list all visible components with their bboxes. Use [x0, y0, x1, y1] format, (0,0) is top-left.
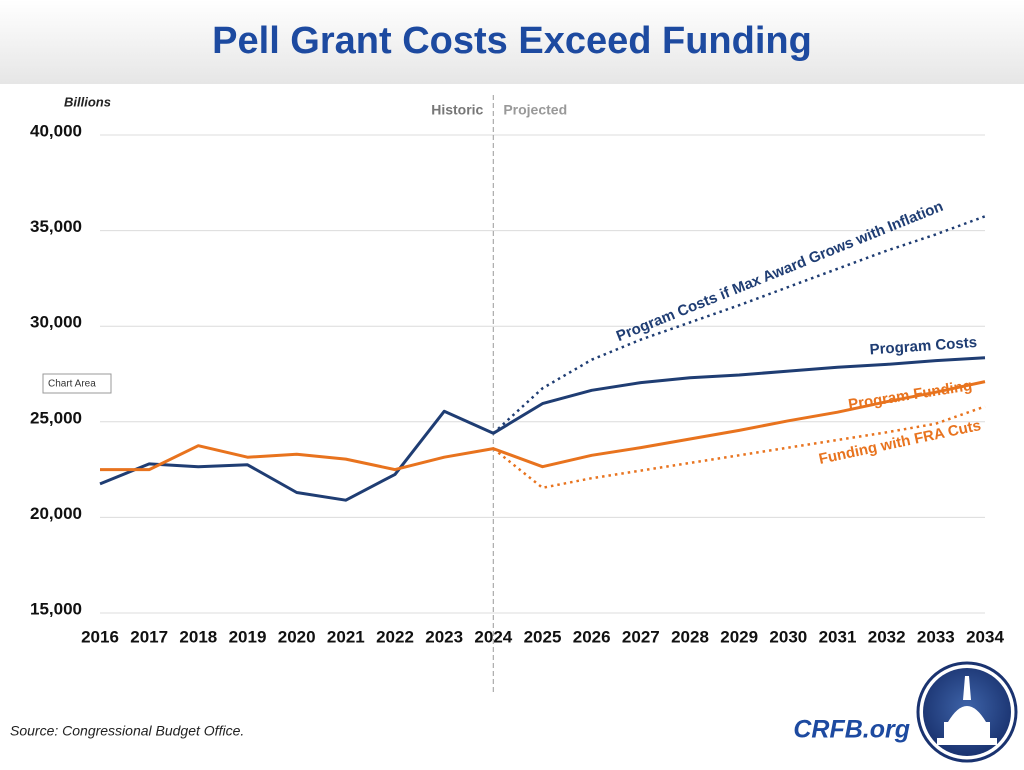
x-tick-label: 2021: [327, 627, 365, 646]
title-band: [0, 0, 1024, 84]
x-tick-label: 2033: [917, 627, 955, 646]
series-label: Program Costs if Max Award Grows with In…: [614, 198, 946, 345]
x-tick-label: 2016: [81, 627, 119, 646]
series-line: [100, 380, 986, 472]
x-tick-label: 2031: [819, 627, 857, 646]
tooltip: Chart Area: [42, 373, 112, 394]
projected-label: Projected: [503, 102, 567, 118]
x-tick-label: 2020: [278, 627, 316, 646]
logo-capitol: [937, 676, 997, 745]
brand: CRFB.org: [793, 716, 910, 744]
series-line: [492, 405, 986, 490]
logo: [916, 661, 1018, 763]
series-line: [492, 215, 986, 435]
x-tick-label: 2032: [868, 627, 906, 646]
series-label: Program Costs: [869, 334, 977, 358]
chart-title: Pell Grant Costs Exceed Funding: [212, 20, 812, 62]
plot-area: 15,000 20,000 25,000 30,000 35,000 40,000 2016…: [30, 95, 1004, 692]
source: Source: Congressional Budget Office.: [10, 723, 244, 739]
x-tick-label: 2019: [229, 627, 267, 646]
x-tick-label: 2030: [769, 627, 807, 646]
y-tick-label: 15,000: [30, 599, 82, 618]
y-tick-label: 40,000: [30, 121, 82, 140]
series-label: Program Funding: [847, 377, 973, 413]
y-tick-label: 35,000: [30, 217, 82, 236]
y-tick-label: 25,000: [30, 408, 82, 427]
x-tick-label: 2025: [524, 627, 562, 646]
series-label: Funding with FRA Cuts: [817, 417, 982, 468]
x-tick-label: 2018: [179, 627, 217, 646]
y-tick-label: 30,000: [30, 313, 82, 332]
tooltip-box: [42, 373, 112, 394]
tooltip-text: Chart Area: [48, 379, 96, 390]
y-tick-label: 20,000: [30, 504, 82, 523]
x-tick-label: 2026: [573, 627, 611, 646]
x-tick-label: 2028: [671, 627, 709, 646]
x-tick-label: 2034: [966, 627, 1004, 646]
x-tick-label: 2029: [720, 627, 758, 646]
x-tick-label: 2024: [474, 627, 512, 646]
historic-label: Historic: [431, 102, 483, 118]
x-tick-label: 2022: [376, 627, 414, 646]
y-axis-label: Billions: [64, 94, 111, 109]
series-line: [99, 356, 986, 502]
x-tick-label: 2017: [130, 627, 168, 646]
x-tick-label: 2027: [622, 627, 660, 646]
x-tick-label: 2023: [425, 627, 463, 646]
